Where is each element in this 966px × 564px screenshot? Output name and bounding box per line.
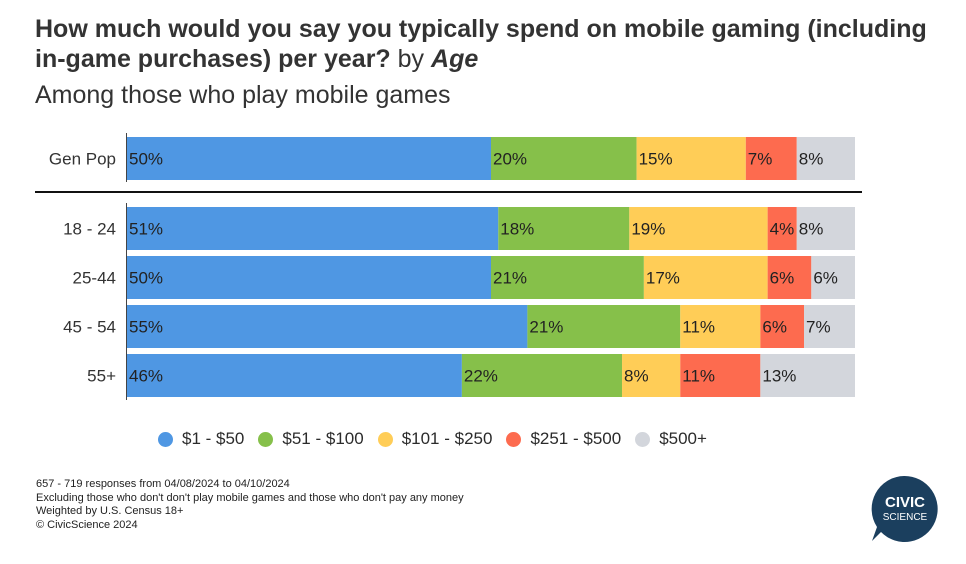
bar-segment bbox=[527, 305, 681, 348]
data-label: 7% bbox=[806, 318, 831, 337]
data-label: 46% bbox=[129, 367, 163, 386]
bar-segment bbox=[745, 137, 797, 180]
data-label: 11% bbox=[682, 318, 715, 337]
footer-notes: 657 - 719 responses from 04/08/2024 to 0… bbox=[36, 478, 464, 532]
bar-segment bbox=[796, 137, 855, 180]
chart-legend: $1 - $50 $51 - $100 $101 - $250 $251 - $500… bbox=[158, 429, 721, 449]
data-label: 6% bbox=[770, 269, 795, 288]
legend-label: $251 - $500 bbox=[530, 429, 622, 448]
legend-swatch bbox=[377, 431, 393, 447]
data-label: 21% bbox=[493, 269, 527, 288]
data-label: 15% bbox=[639, 150, 673, 169]
legend-label: $1 - $50 bbox=[182, 429, 245, 448]
bar-segment bbox=[629, 207, 768, 250]
bar-segment bbox=[127, 137, 491, 180]
bar-segment bbox=[498, 207, 630, 250]
bar-segment bbox=[127, 207, 499, 250]
data-label: 50% bbox=[129, 269, 163, 288]
data-label: 55% bbox=[129, 318, 163, 337]
logo-speech-bubble bbox=[871, 475, 938, 542]
bar-segment bbox=[804, 305, 855, 348]
bar-segment bbox=[767, 207, 797, 250]
data-label: 17% bbox=[646, 269, 680, 288]
data-label: 13% bbox=[762, 367, 796, 386]
legend-item: $101 - $250 bbox=[377, 429, 493, 449]
category-label: 25-44 bbox=[73, 269, 116, 288]
data-label: 50% bbox=[129, 150, 163, 169]
data-label: 6% bbox=[762, 318, 787, 337]
title-by: by bbox=[397, 45, 425, 73]
stacked-bar-chart: Gen Pop 50% 20% 15% 7% 8%18 - 24 51% 18% 19% 4% 8%… bbox=[35, 133, 862, 400]
data-label: 18% bbox=[500, 220, 534, 239]
data-label: 7% bbox=[748, 150, 773, 169]
bar-segment bbox=[461, 354, 623, 397]
footer-line: Excluding those who don't don't play mob… bbox=[36, 491, 464, 504]
title-main: How much would you say you typically spe… bbox=[35, 15, 927, 73]
legend-label: $51 - $100 bbox=[282, 429, 364, 448]
bar-segment bbox=[636, 137, 746, 180]
footer-line: © CivicScience 2024 bbox=[36, 518, 138, 531]
bar-segment bbox=[127, 256, 491, 299]
bar-segment bbox=[767, 256, 812, 299]
legend-item: $500+ bbox=[635, 429, 707, 449]
bar-segment bbox=[811, 256, 855, 299]
data-label: 21% bbox=[529, 318, 563, 337]
category-label: 55+ bbox=[87, 367, 116, 386]
data-label: 6% bbox=[813, 269, 838, 288]
civicscience-logo: CIVIC SCIENCE bbox=[871, 475, 938, 542]
bar-segment bbox=[622, 354, 681, 397]
footer-line: Weighted by U.S. Census 18+ bbox=[36, 505, 184, 517]
title-group: Age bbox=[431, 45, 479, 73]
logo-text-civic: CIVIC bbox=[885, 494, 925, 511]
legend-swatch bbox=[258, 431, 274, 447]
data-label: 51% bbox=[129, 220, 163, 239]
category-label: 18 - 24 bbox=[63, 220, 116, 239]
bar-segment bbox=[491, 137, 637, 180]
legend-swatch bbox=[506, 431, 522, 447]
data-label: 19% bbox=[631, 220, 665, 239]
bar-segment bbox=[643, 256, 768, 299]
data-label: 8% bbox=[624, 367, 649, 386]
legend-label: $500+ bbox=[659, 429, 707, 448]
legend-item: $51 - $100 bbox=[258, 429, 364, 449]
data-label: 20% bbox=[493, 150, 527, 169]
data-label: 22% bbox=[464, 367, 498, 386]
bar-segment bbox=[760, 305, 805, 348]
category-label: 45 - 54 bbox=[63, 318, 116, 337]
bar-segment bbox=[127, 354, 462, 397]
legend-item: $251 - $500 bbox=[506, 429, 621, 449]
data-label: 4% bbox=[770, 220, 795, 239]
legend-swatch bbox=[635, 431, 651, 447]
bar-segment bbox=[127, 305, 528, 348]
logo-text-science: SCIENCE bbox=[883, 512, 928, 523]
bar-segment bbox=[680, 354, 761, 397]
footer-line: 657 - 719 responses from 04/08/2024 to 0… bbox=[36, 478, 290, 490]
bar-segment bbox=[491, 256, 644, 299]
bar-segment bbox=[796, 207, 855, 250]
legend-item: $1 - $50 bbox=[158, 429, 244, 449]
bar-segment bbox=[680, 305, 761, 348]
chart-title: How much would you say you typically spe… bbox=[35, 14, 935, 74]
data-label: 11% bbox=[682, 367, 715, 386]
chart-subtitle: Among those who play mobile games bbox=[35, 81, 451, 109]
data-label: 8% bbox=[799, 150, 824, 169]
data-label: 8% bbox=[799, 220, 824, 239]
bar-segment bbox=[760, 354, 855, 397]
legend-label: $101 - $250 bbox=[401, 429, 493, 448]
legend-swatch bbox=[158, 431, 173, 447]
category-label: Gen Pop bbox=[49, 150, 116, 169]
